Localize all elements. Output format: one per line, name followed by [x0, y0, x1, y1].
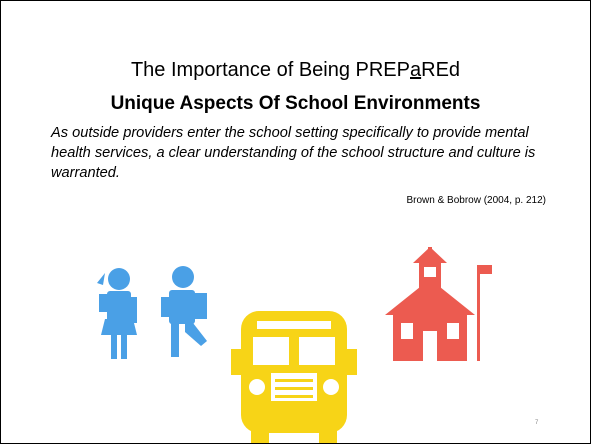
title-segment: The Importance of Being PREP [130, 59, 410, 81]
citation: Brown & Bobrow (2004, p. 212) [406, 195, 546, 206]
child-icon [97, 268, 137, 359]
quote: As outside providers enter the school se… [51, 125, 536, 181]
slide-subtitle: Unique Aspects Of School Environments [110, 93, 481, 114]
child-icon [161, 266, 207, 357]
title-segment: a [410, 59, 422, 81]
title-segment: REd [421, 59, 461, 81]
schoolhouse-icon [385, 247, 492, 361]
bus-icon [231, 311, 357, 443]
page-number: 7 [535, 420, 539, 426]
slide-title: The Importance of Being PREPaREd [1, 59, 590, 82]
